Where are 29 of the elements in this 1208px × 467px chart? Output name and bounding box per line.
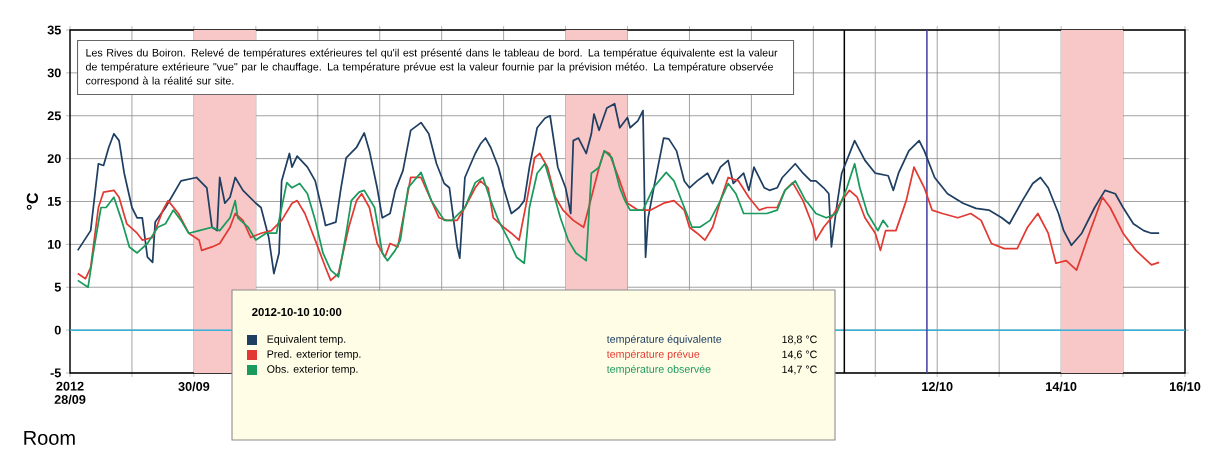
y-axis-title: °C [26,192,39,210]
legend-title: 2012-10-10 10:00 [252,307,342,316]
y-tick-label: 25 [47,111,61,121]
x-tick-label: 2012 28/09 [54,381,86,405]
y-tick-label: 30 [47,68,61,78]
legend-label: Equivalent temp. [267,335,346,345]
y-tick-label: 10 [48,239,61,249]
x-tick-label: 30/09 [178,381,210,392]
x-tick-label: 14/10 [1046,381,1077,392]
line-series [76,150,1161,282]
x-tick-label: 12/10 [922,381,953,392]
y-tick-label: 35 [47,25,61,35]
annotation: 14,6 °C [782,350,817,360]
annotation: température observée [606,364,711,376]
y-tick-label: 5 [54,282,61,292]
annotation: température prévue [606,349,700,361]
y-tick-label: -5 [50,368,61,378]
y-tick-label: 0 [54,325,61,335]
annotation: température équivalente [606,334,722,346]
legend-label: Obs. exterior temp. [267,365,358,375]
text: Room [24,431,75,445]
y-tick-label: 15 [48,197,61,206]
x-tick-label: 16/10 [1169,381,1201,392]
annotation: 18,8 °C [782,335,817,345]
y-tick-label: 20 [47,154,61,164]
annotation: 14,7 °C [782,365,817,375]
line-series [76,102,1161,275]
annotation: Les Rives du Boiron. Relevé de températures extérieures tel qu'il est présenté dans le tableau de bord. La températue équivalente est la valeur de température extérieure "vue" par le chauffage. La température prévue est la valeur fournie par la prévision météo. La température observée correspond à la réalité sur site. [85,48,778,87]
legend-label: Pred. exterior temp. [267,350,361,360]
